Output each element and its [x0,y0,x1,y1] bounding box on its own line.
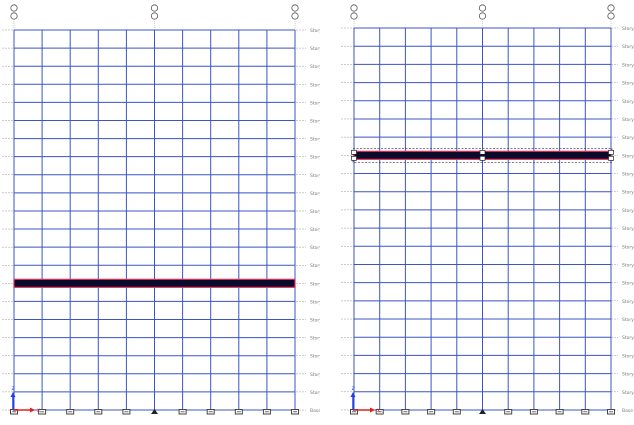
story-label: Story13 [622,172,634,178]
axis-triad-icon: XZ [10,386,40,414]
fixed-support-icon[interactable] [375,409,384,415]
story-label: Story1 [310,390,320,396]
story-label: Story21 [310,28,320,34]
fixed-support-icon[interactable] [581,409,590,415]
story-label: Story10 [310,227,320,233]
frame-grid [353,27,612,411]
selection-handle[interactable] [351,149,357,155]
story-label: Story20 [310,46,320,52]
frame-grid [13,29,296,411]
story-label: Story4 [622,335,634,341]
story-label: Story4 [310,336,320,342]
story-label: Story6 [622,299,634,305]
fixed-support-icon[interactable] [94,409,103,415]
fixed-support-icon[interactable] [291,409,299,415]
story-label: Story5 [310,318,320,324]
story-label: Story14 [310,155,320,161]
story-label: Story7 [310,281,320,287]
story-label: Story16 [622,117,634,123]
story-label: Story20 [622,44,634,50]
grid-bubble-icon[interactable] [350,4,358,28]
story-label: Story5 [622,317,634,323]
story-label: Story15 [310,137,320,143]
fixed-support-icon[interactable] [452,409,461,415]
elevation-view-right-canvas[interactable]: Story21 Story20 Story19 Story18 Story17 Story… [339,0,634,421]
selected-beam[interactable] [13,278,296,288]
selection-handle[interactable] [351,155,357,161]
pinned-support-icon[interactable] [151,409,158,414]
axis-z-label: Z [12,386,15,392]
story-label: Story12 [310,191,320,197]
fixed-support-icon[interactable] [427,409,436,415]
fixed-support-icon[interactable] [38,409,47,415]
fixed-support-icon[interactable] [401,409,410,415]
axis-z-label: Z [352,386,355,392]
grid-bubble-icon[interactable] [150,4,159,30]
selection-handle[interactable] [608,155,614,161]
axis-x-label: X [37,408,40,414]
selection-handle[interactable] [479,149,486,155]
story-label: Story2 [310,372,320,378]
story-label: Story18 [622,81,634,87]
story-label: Base [622,408,633,414]
selection-outline [352,148,613,163]
story-label: Story17 [310,100,320,106]
fixed-support-icon[interactable] [262,409,271,415]
fixed-support-icon[interactable] [607,409,615,415]
fixed-support-icon[interactable] [555,409,564,415]
story-label: Story16 [310,118,320,124]
story-label: Story3 [310,354,320,360]
fixed-support-icon[interactable] [504,409,513,415]
story-label: Story11 [310,209,320,215]
fixed-support-icon[interactable] [529,409,538,415]
story-label: Story19 [310,64,320,70]
story-label: Story19 [622,62,634,68]
story-label: Story10 [622,226,634,232]
story-label: Base [310,408,320,414]
fixed-support-icon[interactable] [66,409,75,415]
story-label: Story11 [622,208,634,214]
selection-handle[interactable] [608,149,614,155]
story-label: Story18 [310,82,320,88]
story-label: Story7 [622,281,634,287]
story-label: Story9 [310,245,320,251]
grid-bubble-icon[interactable] [607,4,615,28]
fixed-support-icon[interactable] [122,409,131,415]
story-label: Story13 [310,173,320,179]
story-label: Story9 [622,244,634,250]
story-label: Story6 [310,299,320,305]
selection-handle[interactable] [479,155,486,161]
elevation-view-right[interactable]: Story21 Story20 Story19 Story18 Story17 Story… [339,0,634,421]
story-label: Story1 [622,390,634,396]
fixed-support-icon[interactable] [178,409,187,415]
grid-bubble-icon[interactable] [291,4,299,30]
grid-bubble-icon[interactable] [10,4,18,30]
axis-x-label: X [377,408,380,414]
story-label: Story12 [622,190,634,196]
fixed-support-icon[interactable] [206,409,215,415]
story-label: Story14 [622,153,634,159]
story-label: Story2 [622,372,634,378]
story-label: Story21 [622,26,634,32]
pinned-support-icon[interactable] [479,409,486,414]
story-label: Story15 [622,135,634,141]
grid-bubble-icon[interactable] [478,4,487,28]
fixed-support-icon[interactable] [234,409,243,415]
story-label: Story17 [622,99,634,105]
story-label: Story3 [622,353,634,359]
story-label: Story8 [622,262,634,268]
story-label: Story8 [310,263,320,269]
elevation-view-left-canvas[interactable]: Story21 Story20 Story19 Story18 Story17 Story… [0,0,328,421]
axis-triad-icon: XZ [350,386,380,414]
elevation-view-left[interactable]: Story21 Story20 Story19 Story18 Story17 Story… [0,0,328,421]
